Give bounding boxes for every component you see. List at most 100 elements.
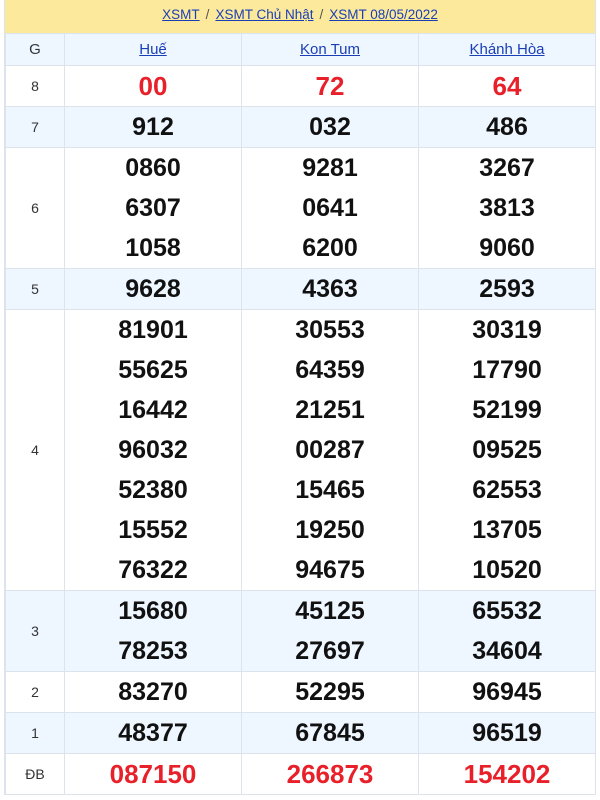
breadcrumb-separator: / bbox=[205, 7, 210, 22]
result-number: 96032 bbox=[118, 436, 188, 464]
result-cell: 67845 bbox=[241, 712, 419, 754]
result-number: 94675 bbox=[295, 556, 365, 584]
breadcrumb-link-sunday[interactable]: XSMT Chủ Nhật bbox=[215, 7, 314, 22]
result-cell: 65532 34604 bbox=[418, 590, 596, 672]
result-number: 45125 bbox=[295, 597, 365, 625]
breadcrumb-link-date[interactable]: XSMT 08/05/2022 bbox=[329, 7, 438, 22]
result-cell: 52295 bbox=[241, 671, 419, 713]
prize-row: ĐB 087150 266873 154202 bbox=[5, 753, 596, 795]
result-number: 52380 bbox=[118, 476, 188, 504]
result-number: 64 bbox=[492, 71, 522, 101]
result-number: 62553 bbox=[472, 476, 542, 504]
result-cell: 30553 64359 21251 00287 15465 19250 94675 bbox=[241, 309, 419, 591]
result-number: 6307 bbox=[125, 194, 181, 222]
prize-row: 8 00 72 64 bbox=[5, 65, 596, 107]
result-number: 21251 bbox=[295, 396, 365, 424]
result-cell: 72 bbox=[241, 65, 419, 107]
result-cell: 96945 bbox=[418, 671, 596, 713]
result-cell: 9628 bbox=[64, 268, 242, 310]
result-cell: 4363 bbox=[241, 268, 419, 310]
result-number: 96519 bbox=[472, 719, 542, 747]
result-number: 30319 bbox=[472, 316, 542, 344]
result-cell: 2593 bbox=[418, 268, 596, 310]
header-row: G Huế Kon Tum Khánh Hòa bbox=[5, 33, 596, 66]
result-number: 486 bbox=[486, 113, 528, 141]
result-number: 16442 bbox=[118, 396, 188, 424]
prize-label: 1 bbox=[5, 712, 65, 754]
breadcrumb: XSMT / XSMT Chủ Nhật / XSMT 08/05/2022 bbox=[5, 0, 595, 33]
prize-row: 3 15680 78253 45125 27697 65532 34604 bbox=[5, 590, 596, 672]
result-cell: 83270 bbox=[64, 671, 242, 713]
result-number: 09525 bbox=[472, 436, 542, 464]
result-cell: 9281 0641 6200 bbox=[241, 147, 419, 269]
result-number: 15465 bbox=[295, 476, 365, 504]
result-number: 9060 bbox=[479, 234, 535, 262]
result-number: 96945 bbox=[472, 678, 542, 706]
result-number: 19250 bbox=[295, 516, 365, 544]
result-number: 10520 bbox=[472, 556, 542, 584]
prize-row: 7 912 032 486 bbox=[5, 106, 596, 148]
result-number: 64359 bbox=[295, 356, 365, 384]
result-number: 0641 bbox=[302, 194, 358, 222]
result-cell: 81901 55625 16442 96032 52380 15552 76322 bbox=[64, 309, 242, 591]
result-number: 1058 bbox=[125, 234, 181, 262]
result-number: 9281 bbox=[302, 154, 358, 182]
prize-label: 7 bbox=[5, 106, 65, 148]
result-number: 6200 bbox=[302, 234, 358, 262]
result-cell: 64 bbox=[418, 65, 596, 107]
result-cell: 266873 bbox=[241, 753, 419, 795]
result-cell: 00 bbox=[64, 65, 242, 107]
prize-label: 8 bbox=[5, 65, 65, 107]
result-number: 9628 bbox=[125, 275, 181, 303]
breadcrumb-separator: / bbox=[319, 7, 324, 22]
result-number: 27697 bbox=[295, 637, 365, 665]
result-number: 55625 bbox=[118, 356, 188, 384]
result-cell: 912 bbox=[64, 106, 242, 148]
prize-label: 4 bbox=[5, 309, 65, 591]
result-cell: 30319 17790 52199 09525 62553 13705 10520 bbox=[418, 309, 596, 591]
province-header: Khánh Hòa bbox=[418, 33, 596, 66]
result-number: 3813 bbox=[479, 194, 535, 222]
breadcrumb-link-xsmt[interactable]: XSMT bbox=[162, 7, 200, 22]
result-number: 67845 bbox=[295, 719, 365, 747]
prize-label: 5 bbox=[5, 268, 65, 310]
result-cell: 087150 bbox=[64, 753, 242, 795]
result-cell: 154202 bbox=[418, 753, 596, 795]
result-number: 2593 bbox=[479, 275, 535, 303]
province-link-khanh-hoa[interactable]: Khánh Hòa bbox=[469, 41, 545, 58]
prize-row: 6 0860 6307 1058 9281 0641 6200 3267 3813 9060 bbox=[5, 147, 596, 269]
result-cell: 0860 6307 1058 bbox=[64, 147, 242, 269]
province-header: Huế bbox=[64, 33, 242, 66]
results-table: G Huế Kon Tum Khánh Hòa 8 00 72 64 7 912 032 48… bbox=[5, 33, 596, 795]
result-number: 087150 bbox=[109, 759, 197, 789]
result-cell: 486 bbox=[418, 106, 596, 148]
result-number: 266873 bbox=[286, 759, 374, 789]
province-link-hue[interactable]: Huế bbox=[139, 41, 167, 58]
prize-label: ĐB bbox=[5, 753, 65, 795]
prize-label: 2 bbox=[5, 671, 65, 713]
result-number: 34604 bbox=[472, 637, 542, 665]
result-number: 00 bbox=[138, 71, 168, 101]
result-number: 72 bbox=[315, 71, 345, 101]
result-number: 76322 bbox=[118, 556, 188, 584]
result-number: 00287 bbox=[295, 436, 365, 464]
province-link-kon-tum[interactable]: Kon Tum bbox=[299, 41, 361, 58]
result-number: 81901 bbox=[118, 316, 188, 344]
result-number: 13705 bbox=[472, 516, 542, 544]
result-number: 4363 bbox=[302, 275, 358, 303]
result-number: 154202 bbox=[463, 759, 551, 789]
result-number: 30553 bbox=[295, 316, 365, 344]
result-number: 83270 bbox=[118, 678, 188, 706]
result-number: 78253 bbox=[118, 637, 188, 665]
prize-row: 4 81901 55625 16442 96032 52380 15552 76322 3055… bbox=[5, 309, 596, 591]
result-number: 032 bbox=[309, 113, 351, 141]
result-cell: 48377 bbox=[64, 712, 242, 754]
result-number: 15552 bbox=[118, 516, 188, 544]
result-cell: 032 bbox=[241, 106, 419, 148]
result-number: 15680 bbox=[118, 597, 188, 625]
result-number: 17790 bbox=[472, 356, 542, 384]
province-header: Kon Tum bbox=[241, 33, 419, 66]
result-number: 65532 bbox=[472, 597, 542, 625]
result-cell: 96519 bbox=[418, 712, 596, 754]
result-number: 3267 bbox=[479, 154, 535, 182]
